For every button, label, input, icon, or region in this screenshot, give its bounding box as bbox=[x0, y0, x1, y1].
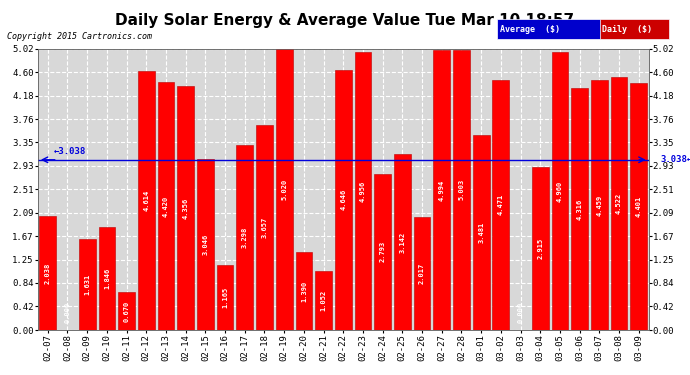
Bar bbox=[276, 49, 293, 330]
Text: 4.420: 4.420 bbox=[163, 195, 169, 217]
Text: 5.020: 5.020 bbox=[282, 179, 287, 200]
Text: 4.401: 4.401 bbox=[635, 196, 642, 217]
Bar bbox=[453, 50, 470, 330]
Text: 1.631: 1.631 bbox=[84, 274, 90, 295]
Bar bbox=[39, 216, 56, 330]
Bar bbox=[591, 80, 608, 330]
Bar bbox=[394, 154, 411, 330]
Text: 2.017: 2.017 bbox=[419, 263, 425, 284]
Text: 3.046: 3.046 bbox=[202, 234, 208, 255]
Text: 4.316: 4.316 bbox=[577, 198, 582, 220]
Text: 4.960: 4.960 bbox=[557, 180, 563, 202]
Bar bbox=[374, 174, 391, 330]
Text: 3.142: 3.142 bbox=[400, 231, 405, 253]
Text: Daily  ($): Daily ($) bbox=[602, 25, 652, 34]
Text: 2.915: 2.915 bbox=[538, 238, 543, 259]
Bar bbox=[237, 145, 253, 330]
Text: 4.356: 4.356 bbox=[183, 197, 188, 219]
Bar bbox=[433, 50, 450, 330]
Text: 1.390: 1.390 bbox=[301, 280, 307, 302]
Text: 3.298: 3.298 bbox=[241, 227, 248, 248]
Text: Average  ($): Average ($) bbox=[500, 25, 560, 34]
Bar bbox=[355, 53, 371, 330]
Text: 4.471: 4.471 bbox=[498, 194, 504, 215]
Bar bbox=[217, 265, 233, 330]
Text: ←3.038: ←3.038 bbox=[54, 147, 86, 156]
Bar bbox=[532, 166, 549, 330]
Text: 3.038←: 3.038← bbox=[661, 155, 690, 164]
Text: 0.670: 0.670 bbox=[124, 301, 130, 322]
Text: 4.614: 4.614 bbox=[144, 190, 149, 211]
Bar bbox=[138, 72, 155, 330]
Bar bbox=[631, 83, 647, 330]
Text: 4.956: 4.956 bbox=[360, 180, 366, 202]
Text: 2.038: 2.038 bbox=[45, 262, 51, 284]
Bar bbox=[118, 292, 135, 330]
Text: Copyright 2015 Cartronics.com: Copyright 2015 Cartronics.com bbox=[7, 32, 152, 41]
Bar bbox=[197, 159, 214, 330]
Bar bbox=[157, 82, 175, 330]
Bar bbox=[315, 271, 332, 330]
Text: 4.522: 4.522 bbox=[616, 193, 622, 214]
Text: 4.646: 4.646 bbox=[340, 189, 346, 210]
Text: Daily Solar Energy & Average Value Tue Mar 10 18:57: Daily Solar Energy & Average Value Tue M… bbox=[115, 13, 575, 28]
Bar bbox=[256, 125, 273, 330]
Bar bbox=[571, 88, 588, 330]
Bar bbox=[493, 80, 509, 330]
Text: 3.657: 3.657 bbox=[262, 217, 268, 238]
Bar bbox=[177, 86, 194, 330]
Text: 4.459: 4.459 bbox=[596, 195, 602, 216]
Text: 1.052: 1.052 bbox=[321, 290, 326, 311]
Bar bbox=[295, 252, 313, 330]
Bar bbox=[551, 52, 569, 330]
Text: 2.793: 2.793 bbox=[380, 241, 386, 262]
Bar bbox=[79, 238, 96, 330]
Text: 4.994: 4.994 bbox=[439, 180, 445, 201]
Bar bbox=[414, 217, 431, 330]
Text: 1.846: 1.846 bbox=[104, 268, 110, 289]
Text: 5.003: 5.003 bbox=[458, 179, 464, 201]
Text: 3.481: 3.481 bbox=[478, 222, 484, 243]
Bar bbox=[99, 226, 115, 330]
Text: 0.000: 0.000 bbox=[64, 302, 70, 323]
Bar bbox=[473, 135, 489, 330]
Text: 0.000: 0.000 bbox=[518, 302, 524, 323]
Bar bbox=[611, 76, 627, 330]
Text: 1.165: 1.165 bbox=[222, 287, 228, 308]
Bar bbox=[335, 70, 352, 330]
